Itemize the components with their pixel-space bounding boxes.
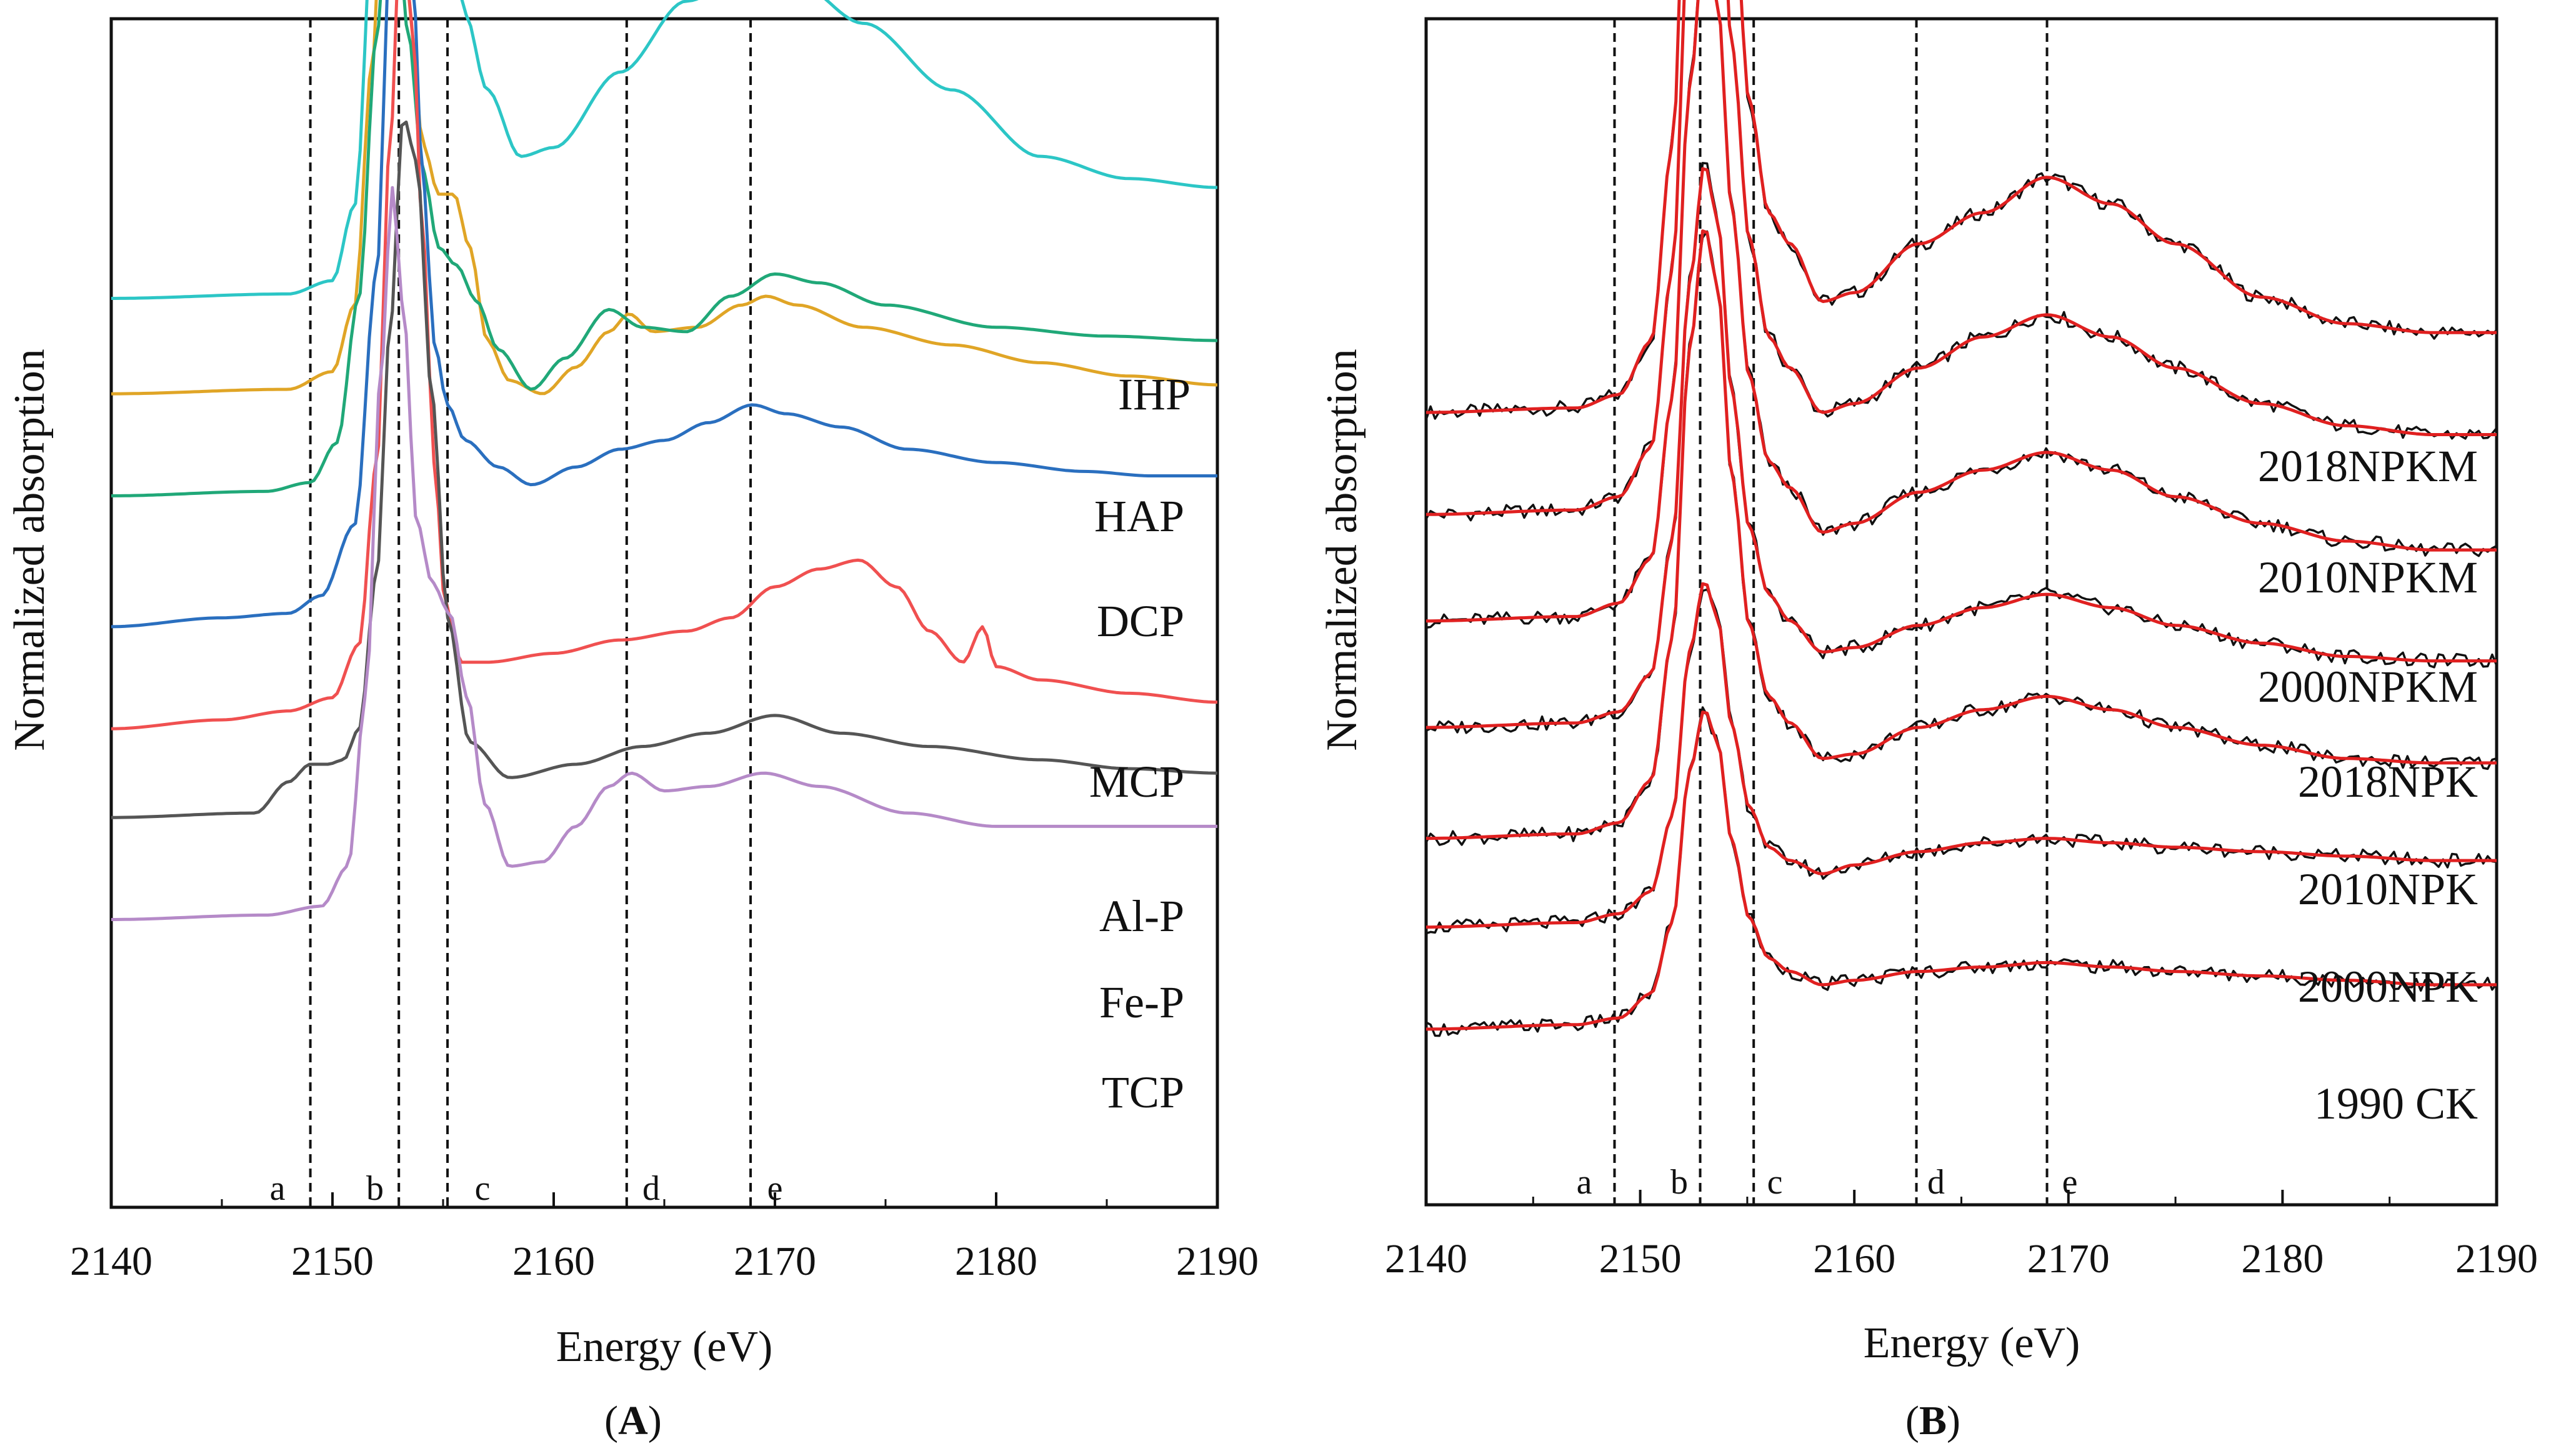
panel-b: 2140 2150 2160 2170 2180 2190 2018NPKM 2010NP… (1318, 0, 2538, 1444)
panel-a: 2140 2150 2160 2170 2180 2190 IHP HAP DCP MCP… (6, 0, 1259, 1444)
x-axis-ticks: 2140 2150 2160 2170 2180 2190 (70, 1192, 1259, 1284)
marker-label-c: c (475, 1169, 491, 1208)
reference-lines (1613, 19, 2049, 1205)
x-tick-label-2180: 2180 (2241, 1236, 2324, 1282)
x-tick-label-2150: 2150 (1599, 1236, 1682, 1282)
series-fit-2010npkm (1426, 0, 2497, 516)
x-tick-label-2160: 2160 (1813, 1236, 1895, 1282)
y-axis-title: Normalized absorption (1318, 349, 1366, 750)
series-label-mcp: MCP (1089, 757, 1184, 807)
series-measured-2000npkm (1425, 0, 2497, 629)
series-fit-2000npkm (1426, 0, 2497, 623)
series-label-2000npkm: 2000NPKM (2258, 662, 2478, 712)
series-label-2000npk: 2000NPK (2298, 962, 2478, 1012)
series-line-ihp (111, 0, 1218, 300)
marker-label-c: c (1767, 1163, 1783, 1202)
marker-label-a: a (270, 1169, 286, 1208)
series-label-2010npkm: 2010NPKM (2258, 552, 2478, 602)
series-label-2010npk: 2010NPK (2298, 864, 2478, 914)
panel-letter-a: A (618, 1398, 648, 1444)
x-tick-label-2150: 2150 (291, 1239, 374, 1284)
x-axis-title: Energy (eV) (556, 1323, 773, 1371)
x-axis-ticks: 2140 2150 2160 2170 2180 2190 (1385, 1190, 2538, 1282)
series-fit-2018npkm (1426, 0, 2497, 414)
x-tick-label-2170: 2170 (2027, 1236, 2110, 1282)
spectra (111, 0, 1218, 921)
marker-label-d: d (642, 1169, 660, 1208)
marker-label-b: b (1670, 1163, 1688, 1202)
series-label-ihp: IHP (1118, 369, 1191, 419)
marker-label-e: e (2062, 1163, 2078, 1202)
series-line-fe-p (111, 120, 1218, 819)
series-label-1990-ck: 1990 CK (2314, 1079, 2478, 1129)
series-measured-1990-ck (1425, 706, 2498, 1037)
series-fit-2000npk (1426, 582, 2497, 929)
series-line-mcp (111, 0, 1217, 629)
x-tick-label-2190: 2190 (2455, 1236, 2538, 1282)
series-line-hap (111, 0, 1218, 396)
x-tick-label-2170: 2170 (734, 1239, 816, 1284)
panel-letter-b: B (1919, 1398, 1947, 1444)
x-tick-label-2140: 2140 (70, 1239, 152, 1284)
marker-label-e: e (767, 1169, 783, 1208)
series-measured-2018npk (1425, 162, 2498, 734)
marker-label-d: d (1927, 1163, 1945, 1202)
panel-label-a: (A) (604, 1398, 662, 1444)
y-axis-title: Normalized absorption (6, 349, 54, 750)
reference-lines (309, 19, 752, 1207)
series-label-2018npkm: 2018NPKM (2258, 441, 2478, 491)
series-line-al-p (111, 0, 1218, 730)
series-fit-2018npk (1426, 167, 2497, 729)
series-label-tcp: TCP (1102, 1067, 1184, 1117)
series-measured-2010npkm (1425, 0, 2498, 522)
spectra (1425, 0, 2498, 1037)
panel-label-b: (B) (1905, 1398, 1960, 1444)
series-fit-1990-ck (1426, 711, 2497, 1031)
x-tick-label-2140: 2140 (1385, 1236, 1467, 1282)
x-tick-label-2160: 2160 (512, 1239, 595, 1284)
series-measured-2000npk (1425, 588, 2497, 935)
series-label-dcp: DCP (1097, 596, 1184, 646)
series-line-dcp (111, 0, 1218, 497)
series-label-2018npk: 2018NPK (2298, 757, 2478, 807)
series-label-al-p: Al-P (1099, 891, 1184, 941)
series-label-fe-p: Fe-P (1099, 977, 1184, 1027)
x-tick-label-2190: 2190 (1176, 1239, 1259, 1284)
marker-label-b: b (366, 1169, 384, 1208)
x-axis-title: Energy (eV) (1864, 1319, 2080, 1367)
x-tick-label-2180: 2180 (955, 1239, 1037, 1284)
series-label-hap: HAP (1094, 491, 1184, 541)
series-fit-2010npk (1426, 229, 2497, 840)
marker-label-a: a (1577, 1163, 1592, 1202)
series-line-tcp (111, 186, 1217, 921)
series-measured-2018npkm (1425, 0, 2498, 420)
